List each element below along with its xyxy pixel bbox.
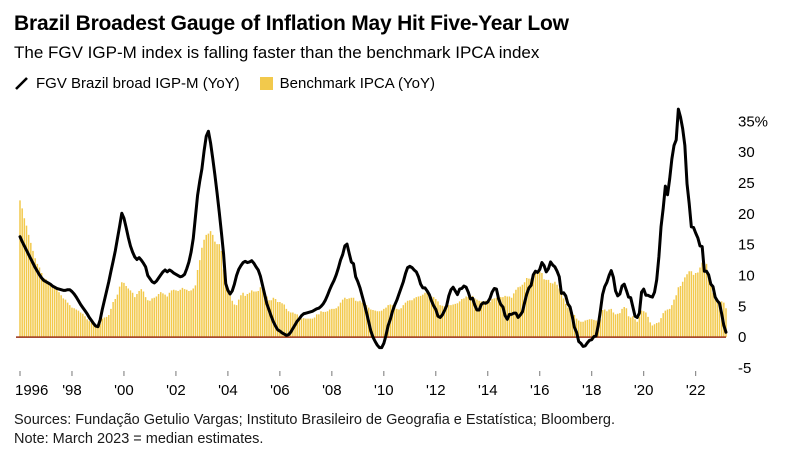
svg-text:'04: '04 [218,382,238,399]
svg-text:'08: '08 [322,382,342,399]
legend-label-ipca: Benchmark IPCA (YoY) [279,75,436,92]
svg-text:30: 30 [738,144,755,161]
svg-text:'00: '00 [114,382,134,399]
legend-label-igpm: FGV Brazil broad IGP-M (YoY) [36,75,240,92]
sources-note: Sources: Fundação Getulio Vargas; Instit… [14,412,615,428]
chart-subtitle: The FGV IGP-M index is falling faster th… [14,43,540,62]
chart-card: Brazil Broadest Gauge of Inflation May H… [14,12,788,447]
chart-area: 35% 30 25 20 15 10 5 0 -5 1996 '98 '00 '02 '04 '06 '08 '… [14,94,788,411]
svg-text:'98: '98 [62,382,82,399]
page-title: Brazil Broadest Gauge of Inflation May H… [14,12,569,35]
svg-text:'18: '18 [582,382,602,399]
bar-series-marker-icon [259,77,273,90]
legend-item-ipca: Benchmark IPCA (YoY) [259,75,436,92]
svg-text:25: 25 [738,175,755,192]
line-series-marker-icon [14,76,29,91]
svg-text:20: 20 [738,206,755,223]
legend-item-igpm: FGV Brazil broad IGP-M (YoY) [14,75,240,92]
svg-text:0: 0 [738,329,746,346]
svg-text:15: 15 [738,237,755,254]
estimates-note: Note: March 2023 = median estimates. [14,431,264,447]
svg-text:-5: -5 [738,360,751,377]
svg-text:'12: '12 [426,382,446,399]
legend: FGV Brazil broad IGP-M (YoY) Benchmark I… [14,75,788,92]
svg-text:10: 10 [738,268,755,285]
svg-text:'16: '16 [530,382,550,399]
svg-text:'10: '10 [374,382,394,399]
svg-text:'14: '14 [478,382,498,399]
svg-text:1996: 1996 [15,382,48,399]
svg-text:'02: '02 [166,382,186,399]
inflation-chart: 35% 30 25 20 15 10 5 0 -5 1996 '98 '00 '02 '04 '06 '08 '… [15,107,768,399]
svg-text:'06: '06 [270,382,290,399]
svg-text:'20: '20 [634,382,654,399]
svg-text:35%: 35% [738,113,768,130]
svg-text:'22: '22 [686,382,706,399]
svg-text:5: 5 [738,298,746,315]
